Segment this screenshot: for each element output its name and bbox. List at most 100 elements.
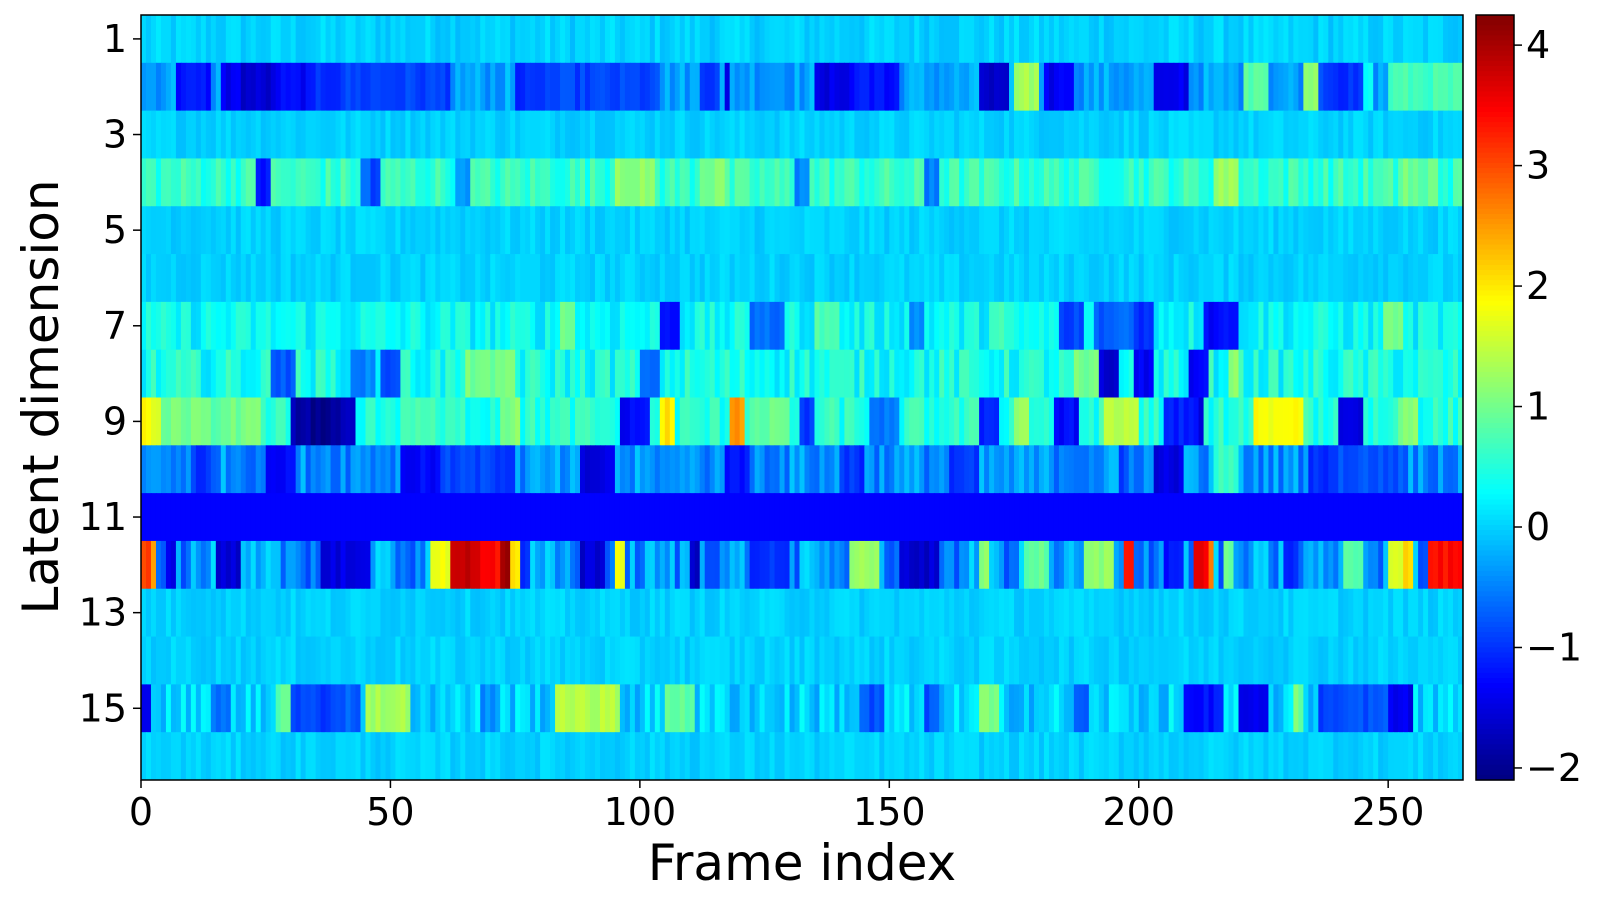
- heatmap-cell: [560, 445, 566, 494]
- heatmap-cell: [320, 445, 327, 494]
- heatmap-cell: [859, 732, 865, 780]
- heatmap-cell: [594, 254, 601, 303]
- heatmap-cell: [285, 62, 292, 112]
- heatmap-cell: [749, 110, 756, 160]
- heatmap-cell: [1298, 15, 1304, 64]
- heatmap-cell: [1333, 349, 1339, 399]
- heatmap-cell: [1293, 493, 1299, 542]
- heatmap-cell: [370, 62, 377, 112]
- heatmap-cell: [844, 110, 850, 160]
- heatmap-cell: [1353, 206, 1359, 255]
- heatmap-cell: [1183, 445, 1190, 494]
- heatmap-cell: [1403, 397, 1409, 446]
- heatmap-cell: [1378, 254, 1384, 303]
- heatmap-cell: [355, 62, 362, 112]
- heatmap-cell: [814, 732, 821, 780]
- heatmap-cell: [1243, 62, 1250, 112]
- heatmap-cell: [1318, 684, 1324, 733]
- colorbar-segment: [1476, 178, 1514, 184]
- heatmap-cell: [345, 397, 352, 446]
- heatmap-cell: [1093, 158, 1100, 207]
- heatmap-cell: [1333, 540, 1339, 590]
- heatmap-cell: [500, 397, 506, 446]
- heatmap-cell: [874, 15, 880, 64]
- heatmap-cell: [445, 397, 451, 446]
- heatmap-cell: [754, 206, 761, 255]
- heatmap-cell: [1258, 158, 1265, 207]
- heatmap-cell: [869, 684, 875, 733]
- heatmap-cell: [525, 158, 531, 207]
- heatmap-cell: [1143, 540, 1150, 590]
- heatmap-cell: [974, 493, 980, 542]
- heatmap-cell: [634, 110, 641, 160]
- heatmap-cell: [1243, 301, 1250, 351]
- heatmap-cell: [565, 732, 571, 780]
- heatmap-cell: [889, 110, 895, 160]
- heatmap-cell: [1248, 684, 1255, 733]
- heatmap-cell: [894, 206, 900, 255]
- heatmap-cell: [400, 110, 406, 160]
- heatmap-cell: [1273, 540, 1280, 590]
- heatmap-cell: [1393, 732, 1399, 780]
- heatmap-cell: [190, 540, 197, 590]
- colorbar-segment: [1476, 76, 1514, 82]
- colorbar-segment: [1476, 387, 1514, 393]
- heatmap-cell: [1253, 540, 1260, 590]
- heatmap-cell: [1033, 493, 1040, 542]
- heatmap-cell: [1103, 206, 1110, 255]
- heatmap-cell: [1453, 110, 1459, 160]
- heatmap-cell: [445, 349, 451, 399]
- heatmap-cell: [944, 254, 950, 303]
- heatmap-cell: [764, 540, 771, 590]
- heatmap-cell: [889, 636, 895, 685]
- heatmap-cell: [609, 158, 616, 207]
- heatmap-cell: [1293, 540, 1299, 590]
- heatmap-cell: [1243, 493, 1250, 542]
- heatmap-cell: [919, 158, 925, 207]
- heatmap-cell: [1373, 301, 1379, 351]
- heatmap-cell: [989, 110, 995, 160]
- heatmap-cell: [1428, 397, 1434, 446]
- heatmap-cell: [495, 110, 501, 160]
- heatmap-cell: [1118, 588, 1125, 638]
- heatmap-cell: [1188, 158, 1195, 207]
- colorbar-segment: [1476, 366, 1514, 373]
- heatmap-cell: [255, 301, 262, 351]
- heatmap-cell: [874, 493, 880, 542]
- heatmap-cell: [390, 732, 397, 780]
- heatmap-cell: [285, 397, 292, 446]
- heatmap-cell: [1278, 206, 1285, 255]
- heatmap-cell: [719, 684, 726, 733]
- heatmap-cell: [669, 158, 676, 207]
- heatmap-cell: [699, 206, 706, 255]
- heatmap-cell: [190, 397, 197, 446]
- heatmap-cell: [619, 397, 626, 446]
- heatmap-cell: [599, 158, 606, 207]
- heatmap-cell: [530, 397, 536, 446]
- heatmap-cell: [365, 110, 372, 160]
- heatmap-cell: [420, 588, 426, 638]
- colorbar-segment: [1476, 519, 1514, 526]
- heatmap-cell: [1273, 493, 1280, 542]
- heatmap-cell: [1443, 62, 1449, 112]
- heatmap-cell: [714, 636, 721, 685]
- heatmap-cell: [759, 588, 766, 638]
- heatmap-cell: [1078, 349, 1085, 399]
- heatmap-cell: [515, 684, 521, 733]
- colorbar-tick-label: 4: [1526, 23, 1550, 67]
- heatmap-cell: [619, 158, 626, 207]
- heatmap-cell: [150, 493, 157, 542]
- heatmap-cell: [889, 445, 895, 494]
- heatmap-cell: [1058, 493, 1065, 542]
- heatmap-cell: [724, 636, 731, 685]
- heatmap-cell: [879, 732, 885, 780]
- heatmap-cell: [804, 397, 811, 446]
- heatmap-cell: [570, 254, 576, 303]
- heatmap-cell: [659, 684, 666, 733]
- heatmap-cell: [609, 588, 616, 638]
- heatmap-cell: [1413, 493, 1419, 542]
- heatmap-cell: [415, 732, 421, 780]
- heatmap-cell: [1373, 493, 1379, 542]
- heatmap-cell: [235, 349, 242, 399]
- heatmap-cell: [1183, 158, 1190, 207]
